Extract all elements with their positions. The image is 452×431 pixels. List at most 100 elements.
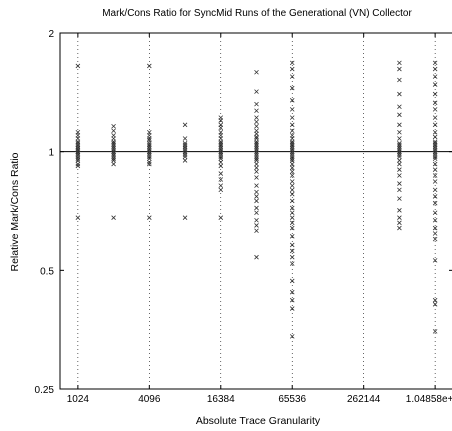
data-point <box>218 156 224 161</box>
data-point <box>254 198 259 204</box>
data-point <box>289 85 295 91</box>
data-point <box>397 60 402 66</box>
data-point <box>289 220 295 226</box>
data-point <box>432 210 438 216</box>
data-point <box>182 151 188 156</box>
data-point <box>432 200 438 206</box>
data-point <box>289 234 295 239</box>
data-point <box>254 147 259 153</box>
data-point <box>397 141 402 146</box>
data-point <box>432 297 438 303</box>
data-point <box>75 158 81 163</box>
y-axis-label: Relative Mark/Cons Ratio <box>9 152 21 271</box>
data-point <box>432 225 438 231</box>
data-point <box>397 196 402 201</box>
data-point <box>254 228 259 234</box>
data-point <box>432 82 438 87</box>
y-tick-label: 1 <box>48 148 54 159</box>
data-point <box>111 161 116 167</box>
data-point <box>432 107 438 112</box>
data-point <box>254 165 259 171</box>
data-point <box>397 215 402 220</box>
data-point <box>432 91 438 97</box>
data-point <box>432 66 438 72</box>
data-point <box>218 154 224 160</box>
data-point <box>254 108 259 114</box>
data-point <box>289 149 295 154</box>
data-point <box>289 147 295 153</box>
data-point <box>75 144 81 149</box>
data-point <box>397 122 402 128</box>
data-point <box>254 156 259 161</box>
data-point <box>254 154 259 160</box>
data-point <box>147 147 152 153</box>
data-point <box>254 194 259 199</box>
data-point <box>289 205 295 211</box>
data-point <box>432 161 438 167</box>
data-point <box>182 141 188 146</box>
data-point <box>75 215 81 220</box>
data-point <box>147 156 152 161</box>
data-point <box>254 254 259 260</box>
data-point <box>111 152 116 158</box>
data-point <box>289 60 295 66</box>
data-point <box>218 142 224 148</box>
data-point <box>182 149 188 154</box>
data-point <box>397 104 402 110</box>
data-point <box>289 297 295 303</box>
data-point <box>147 152 152 158</box>
data-point <box>147 154 152 160</box>
data-point <box>254 151 259 156</box>
data-point <box>75 156 81 161</box>
data-point <box>254 115 259 120</box>
data-point <box>254 161 259 167</box>
data-point <box>111 141 116 146</box>
data-point <box>397 225 402 231</box>
data-point <box>147 145 152 151</box>
data-point <box>289 66 295 72</box>
data-point <box>75 151 81 156</box>
data-point <box>254 142 259 148</box>
data-point <box>111 147 116 153</box>
data-point <box>432 152 438 158</box>
data-point <box>432 231 438 236</box>
data-point <box>397 161 402 167</box>
data-point <box>254 145 259 151</box>
data-point <box>397 152 402 158</box>
data-point <box>397 208 402 213</box>
data-point <box>111 151 116 156</box>
data-point <box>289 156 295 161</box>
data-point <box>75 142 81 148</box>
data-point <box>182 122 188 128</box>
data-point <box>432 60 438 66</box>
data-point <box>254 101 259 107</box>
data-point <box>147 161 152 167</box>
x-tick-label: 4096 <box>138 394 161 405</box>
data-point <box>182 154 188 160</box>
data-point <box>254 223 259 228</box>
data-point <box>254 152 259 158</box>
data-point <box>147 151 152 156</box>
data-point <box>289 198 295 204</box>
data-point <box>289 165 295 171</box>
data-point <box>289 161 295 167</box>
data-point <box>218 147 224 153</box>
data-point <box>289 158 295 163</box>
data-points <box>75 60 438 339</box>
data-point <box>432 236 438 242</box>
data-point <box>432 151 438 156</box>
data-point <box>147 159 152 165</box>
data-point <box>111 158 116 163</box>
data-point <box>111 128 116 134</box>
data-point <box>254 175 259 180</box>
data-point <box>432 145 438 151</box>
data-point <box>432 258 438 263</box>
data-point <box>397 220 402 226</box>
data-point <box>147 142 152 148</box>
data-point <box>289 306 295 311</box>
data-point <box>289 154 295 160</box>
data-point <box>289 151 295 156</box>
data-point <box>289 169 295 174</box>
data-point <box>111 215 116 220</box>
x-tick-label: 65536 <box>278 394 306 405</box>
